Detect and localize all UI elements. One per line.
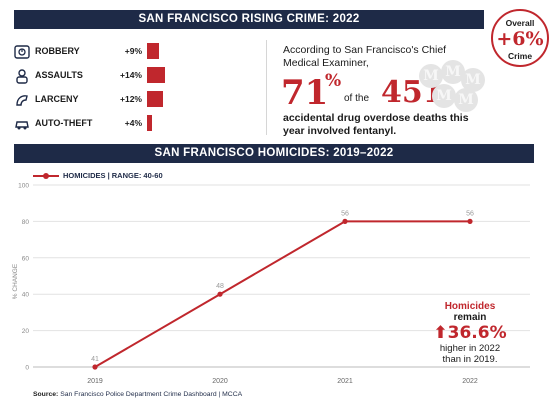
up-arrow-icon: ⬆ xyxy=(433,323,448,343)
logo-coin-icon: M xyxy=(441,60,465,84)
x-tick-label: 2019 xyxy=(87,378,103,385)
source-line: Source: San Francisco Police Department … xyxy=(33,391,242,398)
data-point xyxy=(92,364,98,370)
data-point xyxy=(467,218,473,224)
crime-label: LARCENY xyxy=(35,94,79,104)
data-label: 48 xyxy=(216,283,224,290)
data-label: 56 xyxy=(341,210,349,217)
crime-row-auto-theft: AUTO-THEFT +4% xyxy=(14,114,264,134)
data-point xyxy=(342,218,348,224)
crime-percent: +9% xyxy=(124,46,142,56)
crime-bar xyxy=(147,43,159,59)
crime-percent: +14% xyxy=(120,70,142,80)
assault-icon xyxy=(16,69,28,84)
crime-label: ROBBERY xyxy=(35,46,80,56)
note-percent: 36.6% xyxy=(447,323,507,343)
x-tick-label: 2021 xyxy=(337,378,353,385)
crime-row-larceny: LARCENY +12% xyxy=(14,90,264,110)
larceny-icon xyxy=(16,95,28,106)
rising-crime-header: SAN FRANCISCO RISING CRIME: 2022 xyxy=(14,10,484,29)
y-tick-label: 100 xyxy=(18,183,29,190)
stat-percent: 71 xyxy=(281,73,329,113)
crime-bar xyxy=(147,67,166,83)
crime-percent: +4% xyxy=(124,118,142,128)
overall-value: +6% xyxy=(496,28,544,50)
legend-label: HOMICIDES | RANGE: 40-60 xyxy=(63,171,163,180)
x-tick-label: 2022 xyxy=(462,378,478,385)
source-prefix: Source: xyxy=(33,391,59,398)
data-label: 56 xyxy=(466,210,474,217)
logo-coin-icon: M xyxy=(454,88,478,112)
data-point xyxy=(217,291,223,297)
y-tick-label: 80 xyxy=(22,219,30,226)
homicides-header: SAN FRANCISCO HOMICIDES: 2019–2022 xyxy=(14,144,534,163)
series-line xyxy=(94,220,470,368)
overall-crime-badge: Overall +6% Crime xyxy=(491,9,549,67)
data-label: 41 xyxy=(91,356,99,363)
logo-coin-icon: M xyxy=(432,84,456,108)
homicide-note: Homicides remain ⬆36.6% higher in 2022 t… xyxy=(430,301,510,365)
stat-outro: accidental drug overdose deaths this yea… xyxy=(283,112,469,137)
y-tick-label: 60 xyxy=(22,255,30,262)
stat-percent-symbol: % xyxy=(325,71,342,91)
note-text: remain xyxy=(453,312,487,323)
crime-row-assaults: ASSAULTS +14% xyxy=(14,66,264,86)
x-tick-label: 2020 xyxy=(212,378,228,385)
crime-label: AUTO-THEFT xyxy=(35,118,93,128)
crime-bar xyxy=(147,115,153,131)
y-tick-label: 0 xyxy=(25,365,29,372)
y-tick-label: 40 xyxy=(22,292,30,299)
overall-sub: Crime xyxy=(507,51,533,61)
legend-marker xyxy=(43,173,49,179)
section-divider xyxy=(266,40,267,135)
note-highlight: Homicides xyxy=(444,301,496,312)
stat-intro: According to San Francisco's Chief Medic… xyxy=(283,44,447,69)
note-detail: higher in 2022 than in 2019. xyxy=(439,343,501,365)
crime-percent: +12% xyxy=(120,94,142,104)
y-tick-label: 20 xyxy=(22,328,30,335)
stat-of-the: of the xyxy=(344,93,370,104)
car-icon xyxy=(15,121,29,130)
crime-bar xyxy=(147,91,163,107)
source-text: San Francisco Police Department Crime Da… xyxy=(58,391,243,398)
crime-label: ASSAULTS xyxy=(35,70,83,80)
crime-row-robbery: ROBBERY +9% xyxy=(14,42,264,62)
robbery-icon xyxy=(14,45,30,59)
overall-label: Overall xyxy=(505,18,535,28)
